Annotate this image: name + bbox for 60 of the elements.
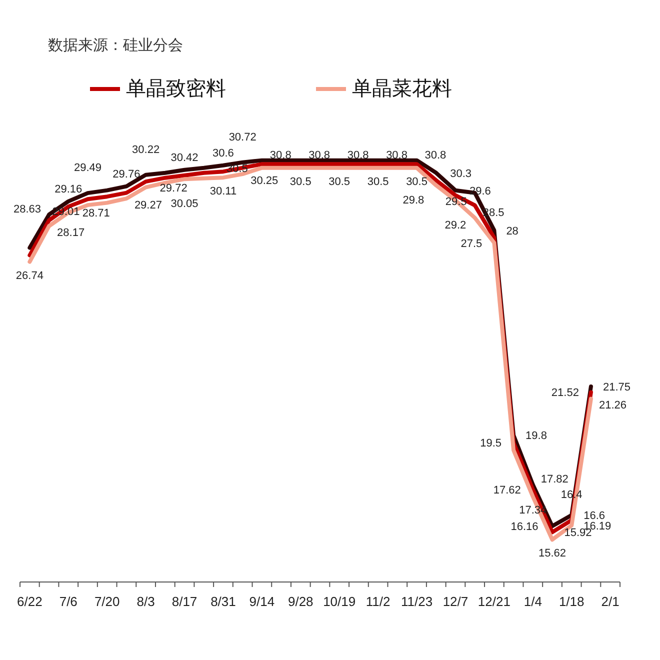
data-label: 29.8 xyxy=(402,194,424,206)
data-label: 29.16 xyxy=(54,183,82,196)
data-label: 16.16 xyxy=(510,521,538,534)
data-label: 26.74 xyxy=(16,270,44,282)
data-label: 30.3 xyxy=(450,168,472,180)
x-tick-label: 10/19 xyxy=(323,594,356,609)
data-label: 21.26 xyxy=(598,400,626,412)
x-tick-label: 9/14 xyxy=(249,594,275,609)
data-label: 21.75 xyxy=(602,381,630,394)
x-tick-label: 8/17 xyxy=(172,594,198,609)
data-label: 27.5 xyxy=(460,238,482,250)
data-label: 30.05 xyxy=(170,198,198,210)
x-tick-label: 9/28 xyxy=(288,594,314,609)
data-label: 21.52 xyxy=(551,387,579,400)
data-label: 17.82 xyxy=(540,474,568,486)
data-label: 30.8 xyxy=(347,149,369,162)
legend-label: 单晶致密料 xyxy=(126,78,226,100)
data-label: 30.42 xyxy=(170,152,198,164)
x-tick-label: 1/18 xyxy=(558,594,584,609)
x-tick-label: 11/2 xyxy=(366,594,390,609)
legend-label: 单晶菜花料 xyxy=(352,78,452,100)
data-label: 30.5 xyxy=(328,176,350,188)
data-label: 29.2 xyxy=(444,219,466,232)
data-label: 30.8 xyxy=(308,149,330,162)
data-label: 28.71 xyxy=(82,208,110,220)
x-tick-label: 7/6 xyxy=(59,594,78,609)
data-label: 30.11 xyxy=(210,186,237,198)
data-label: 30.6 xyxy=(212,147,234,160)
data-label: 29.5 xyxy=(445,196,467,208)
x-tick-label: 11/23 xyxy=(400,594,433,609)
data-label: 30.5 xyxy=(367,176,389,188)
x-tick-label: 8/3 xyxy=(136,594,155,609)
data-label: 29.76 xyxy=(112,168,140,180)
data-label: 29.72 xyxy=(160,182,188,194)
x-tick-label: 6/22 xyxy=(17,594,42,609)
data-label: 19.5 xyxy=(480,438,502,450)
data-label: 30.25 xyxy=(250,175,278,188)
data-label: 30.72 xyxy=(228,131,256,144)
x-tick-label: 1/4 xyxy=(524,594,542,609)
data-label: 29.27 xyxy=(134,200,162,212)
x-tick-label: 2/1 xyxy=(601,594,620,609)
data-label: 30.8 xyxy=(424,149,446,162)
x-tick-label: 12/21 xyxy=(478,594,510,609)
data-label: 30.5 xyxy=(406,176,428,188)
data-label: 29.49 xyxy=(74,162,102,174)
x-tick-label: 7/20 xyxy=(94,594,120,609)
source-note: 数据来源：硅业分会 xyxy=(48,37,183,54)
data-label: 28 xyxy=(506,225,518,238)
data-label: 30.8 xyxy=(270,149,292,162)
data-label: 17.62 xyxy=(493,484,521,497)
data-label: 30.5 xyxy=(290,176,312,188)
data-label: 30.8 xyxy=(386,149,408,162)
data-label: 16.6 xyxy=(584,510,606,522)
data-label: 28.17 xyxy=(57,227,85,240)
data-label: 15.62 xyxy=(538,548,566,560)
x-tick-label: 8/31 xyxy=(210,594,236,609)
data-label: 19.8 xyxy=(526,430,547,442)
x-tick-label: 12/7 xyxy=(442,594,468,609)
data-label: 28.63 xyxy=(14,204,42,216)
data-label: 30.22 xyxy=(132,144,160,156)
